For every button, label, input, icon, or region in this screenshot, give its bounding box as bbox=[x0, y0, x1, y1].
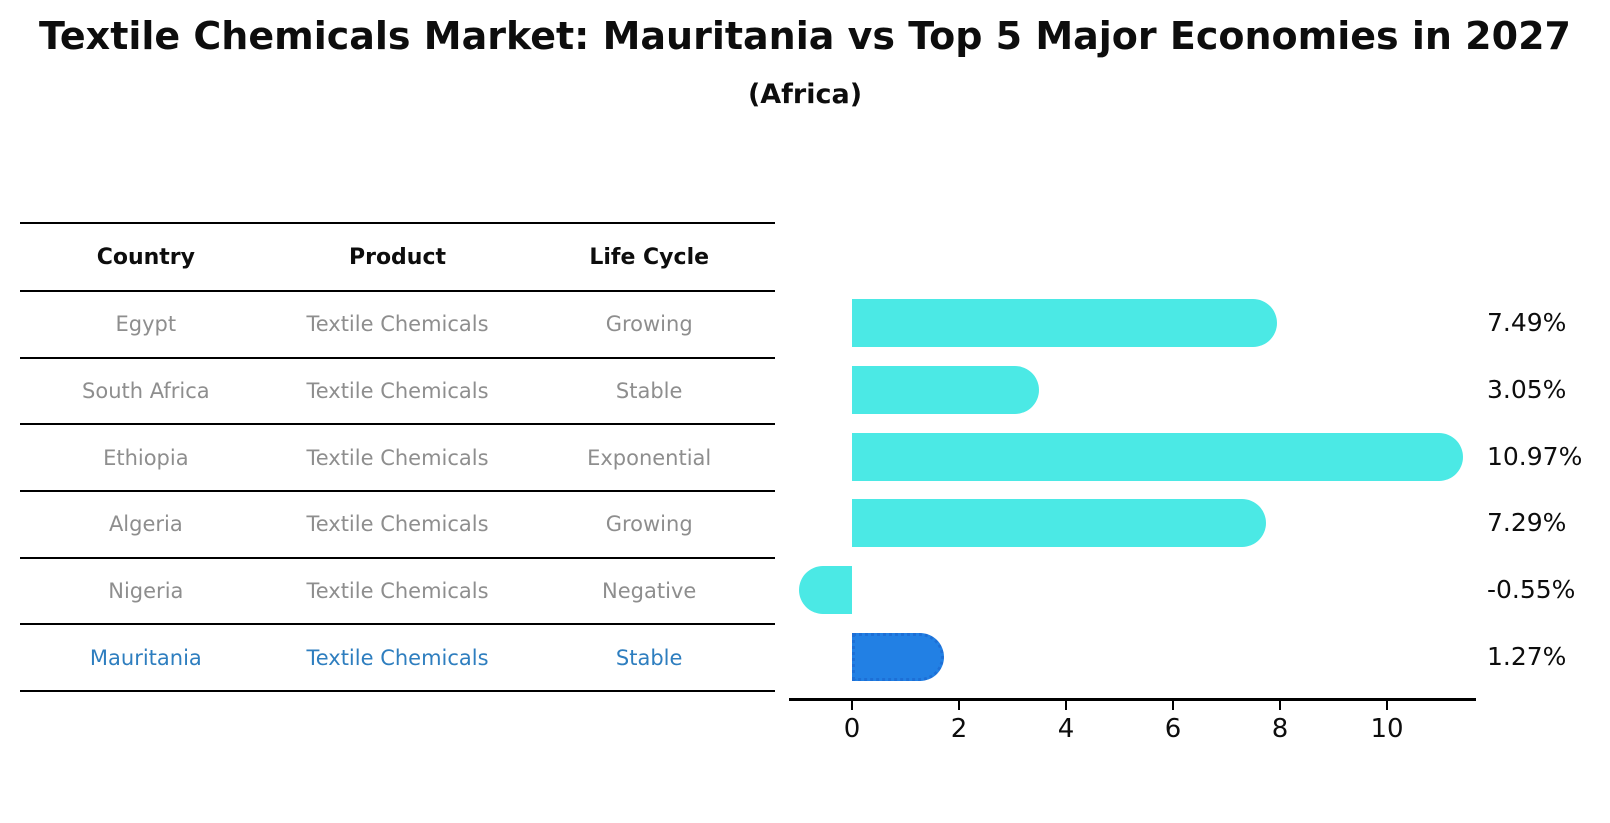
x-axis-tick-label-6: 6 bbox=[1164, 714, 1182, 744]
bar-nigeria bbox=[798, 565, 852, 614]
x-axis-tick-mark bbox=[851, 701, 853, 710]
x-axis-tick-mark bbox=[958, 701, 960, 710]
cell-life-cycle: Stable bbox=[615, 645, 683, 670]
country-table: Country Product Life Cycle Egypt Textile … bbox=[20, 222, 775, 692]
value-label-south-africa: 3.05% bbox=[1487, 374, 1567, 404]
bar-egypt bbox=[852, 299, 1277, 348]
x-axis-tick-mark bbox=[1279, 701, 1281, 710]
chart-subtitle: (Africa) bbox=[747, 79, 863, 110]
cell-country: Nigeria bbox=[108, 578, 184, 603]
cell-product: Textile Chemicals bbox=[306, 378, 489, 403]
table-row-south-africa: South Africa Textile Chemicals Stable bbox=[20, 359, 775, 426]
value-label-nigeria: -0.55% bbox=[1487, 574, 1576, 604]
cell-life-cycle: Growing bbox=[605, 312, 693, 337]
x-axis-tick-mark bbox=[1065, 701, 1067, 710]
value-label-mauritania: 1.27% bbox=[1487, 641, 1567, 671]
table-row-egypt: Egypt Textile Chemicals Growing bbox=[20, 292, 775, 359]
value-label-ethiopia: 10.97% bbox=[1487, 441, 1583, 471]
cell-country: Egypt bbox=[115, 312, 177, 337]
cell-product: Textile Chemicals bbox=[306, 645, 489, 670]
cell-country: Ethiopia bbox=[103, 445, 189, 470]
cell-life-cycle: Negative bbox=[602, 578, 697, 603]
bar-south-africa bbox=[852, 365, 1040, 414]
x-axis-tick-label-2: 2 bbox=[950, 714, 968, 744]
column-header-life-cycle: Life Cycle bbox=[589, 244, 710, 270]
bar-algeria bbox=[852, 499, 1266, 548]
cell-life-cycle: Stable bbox=[615, 378, 683, 403]
table-row-mauritania: Mauritania Textile Chemicals Stable bbox=[20, 625, 775, 692]
column-header-product: Product bbox=[348, 244, 447, 270]
x-axis-tick-label-8: 8 bbox=[1271, 714, 1289, 744]
cell-country: Mauritania bbox=[89, 645, 202, 670]
chart-title: Textile Chemicals Market: Mauritania vs … bbox=[39, 14, 1571, 58]
value-label-egypt: 7.49% bbox=[1487, 308, 1567, 338]
x-axis-line bbox=[789, 698, 1476, 701]
cell-country: South Africa bbox=[82, 378, 210, 403]
table-row-ethiopia: Ethiopia Textile Chemicals Exponential bbox=[20, 425, 775, 492]
cell-product: Textile Chemicals bbox=[306, 312, 489, 337]
value-label-algeria: 7.29% bbox=[1487, 508, 1567, 538]
x-axis-tick-mark bbox=[1172, 701, 1174, 710]
table-row-algeria: Algeria Textile Chemicals Growing bbox=[20, 492, 775, 559]
bar-ethiopia bbox=[852, 432, 1463, 481]
table-header-row: Country Product Life Cycle bbox=[20, 224, 775, 292]
x-axis-tick-mark bbox=[1386, 701, 1388, 710]
cell-life-cycle: Exponential bbox=[587, 445, 712, 470]
cell-product: Textile Chemicals bbox=[306, 445, 489, 470]
table-body: Egypt Textile Chemicals Growing South Afric… bbox=[20, 292, 775, 692]
x-axis-tick-label-0: 0 bbox=[843, 714, 861, 744]
cell-product: Textile Chemicals bbox=[306, 578, 489, 603]
bar-mauritania bbox=[852, 632, 944, 681]
x-axis-tick-label-4: 4 bbox=[1057, 714, 1075, 744]
table-row-nigeria: Nigeria Textile Chemicals Negative bbox=[20, 559, 775, 626]
column-header-country: Country bbox=[96, 244, 195, 270]
cell-product: Textile Chemicals bbox=[306, 512, 489, 537]
x-axis-tick-label-10: 10 bbox=[1370, 714, 1404, 744]
cell-life-cycle: Growing bbox=[605, 512, 693, 537]
cell-country: Algeria bbox=[108, 512, 183, 537]
